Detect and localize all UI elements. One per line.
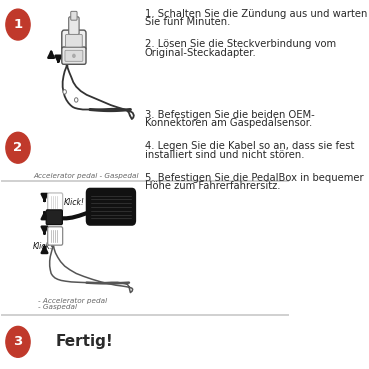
Circle shape	[63, 90, 66, 94]
Text: 5. Befestigen Sie die PedalBox in bequemer: 5. Befestigen Sie die PedalBox in bequem…	[145, 173, 363, 183]
Text: Sie fünf Minuten.: Sie fünf Minuten.	[145, 17, 230, 27]
Text: Höhe zum Fahrerfahrersitz.: Höhe zum Fahrerfahrersitz.	[145, 181, 280, 192]
Text: - Accelerator pedal: - Accelerator pedal	[38, 298, 107, 304]
Text: 1. Schalten Sie die Zündung aus und warten: 1. Schalten Sie die Zündung aus und wart…	[145, 8, 367, 18]
Text: 2: 2	[13, 141, 23, 154]
FancyBboxPatch shape	[48, 227, 63, 245]
FancyBboxPatch shape	[48, 193, 63, 211]
Text: Klick!: Klick!	[63, 198, 85, 207]
Text: 4. Legen Sie die Kabel so an, dass sie fest: 4. Legen Sie die Kabel so an, dass sie f…	[145, 141, 354, 151]
Circle shape	[6, 132, 30, 163]
Text: 3: 3	[13, 335, 23, 348]
FancyBboxPatch shape	[69, 17, 79, 35]
FancyBboxPatch shape	[62, 30, 86, 51]
Text: installiert sind und nicht stören.: installiert sind und nicht stören.	[145, 150, 304, 160]
Circle shape	[73, 54, 75, 57]
FancyBboxPatch shape	[46, 210, 62, 225]
Circle shape	[6, 327, 30, 357]
Text: Accelerator pedal - Gaspedal: Accelerator pedal - Gaspedal	[34, 173, 139, 179]
Circle shape	[6, 9, 30, 40]
Circle shape	[75, 98, 78, 102]
FancyBboxPatch shape	[66, 35, 82, 47]
Text: Konnektoren am Gaspedalsensor.: Konnektoren am Gaspedalsensor.	[145, 118, 312, 128]
Text: 2. Lösen Sie die Steckverbindung vom: 2. Lösen Sie die Steckverbindung vom	[145, 39, 336, 49]
FancyBboxPatch shape	[71, 11, 77, 20]
Text: 3. Befestigen Sie die beiden OEM-: 3. Befestigen Sie die beiden OEM-	[145, 110, 314, 120]
Text: Original-Steckadapter.: Original-Steckadapter.	[145, 48, 256, 58]
Text: Fertig!: Fertig!	[55, 334, 113, 349]
Text: 1: 1	[13, 18, 23, 31]
FancyBboxPatch shape	[62, 47, 86, 64]
FancyBboxPatch shape	[65, 50, 83, 61]
FancyBboxPatch shape	[87, 189, 135, 225]
Text: - Gaspedal: - Gaspedal	[38, 304, 77, 310]
Text: Klick!: Klick!	[33, 242, 54, 252]
